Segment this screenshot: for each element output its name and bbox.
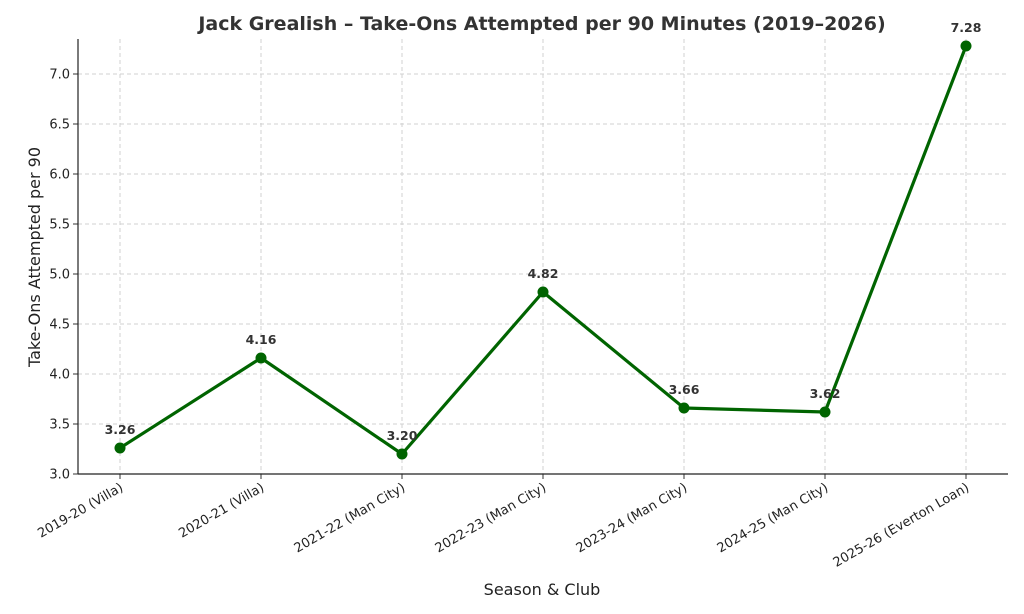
data-label: 3.62: [810, 386, 841, 401]
data-label: 4.82: [528, 266, 559, 281]
data-label: 3.20: [387, 428, 418, 443]
x-tick-label: 2021-22 (Man City): [292, 480, 408, 556]
data-label: 4.16: [246, 332, 277, 347]
y-tick-label: 7.0: [49, 68, 70, 83]
y-tick-label: 5.5: [49, 218, 70, 233]
x-tick-label: 2020-21 (Villa): [176, 480, 267, 541]
y-tick-label: 4.5: [49, 318, 70, 333]
x-tick-labels: 2019-20 (Villa) 2020-21 (Villa) 2021-22 (M…: [35, 480, 972, 570]
x-axis-label: Season & Club: [484, 580, 601, 599]
y-tick-labels: 3.0 3.5 4.0 4.5 5.0 5.5 6.0 6.5 7.0: [49, 68, 70, 483]
chart-title: Jack Grealish – Take-Ons Attempted per 9…: [196, 13, 885, 35]
data-label: 3.26: [105, 422, 136, 437]
data-point-2019-20: [114, 442, 126, 454]
x-tick-label: 2024-25 (Man City): [715, 480, 831, 556]
data-point-2021-22: [396, 448, 408, 460]
data-point-2020-21: [255, 352, 267, 364]
x-tick-label: 2022-23 (Man City): [433, 480, 549, 556]
data-label: 7.28: [951, 20, 982, 35]
data-labels: 3.26 4.16 3.20 4.82 3.66 3.62 7.28: [105, 20, 982, 443]
y-tick-label: 3.0: [49, 468, 70, 483]
data-point-2024-25: [819, 406, 831, 418]
x-tick-label: 2019-20 (Villa): [35, 480, 126, 541]
y-axis-label: Take-Ons Attempted per 90: [25, 147, 44, 368]
data-point-2023-24: [678, 402, 690, 414]
y-tick-label: 5.0: [49, 268, 70, 283]
y-tick-label: 4.0: [49, 368, 70, 383]
x-tick-label: 2025-26 (Everton Loan): [831, 480, 972, 570]
y-tick-label: 6.5: [49, 118, 70, 133]
y-tick-label: 3.5: [49, 418, 70, 433]
axes: [73, 39, 1008, 479]
series-takeons: [114, 40, 972, 460]
y-tick-label: 6.0: [49, 168, 70, 183]
data-point-2025-26: [960, 40, 972, 52]
data-point-2022-23: [537, 286, 549, 298]
x-tick-label: 2023-24 (Man City): [574, 480, 690, 556]
data-label: 3.66: [669, 382, 700, 397]
grid-lines: [78, 39, 1008, 475]
